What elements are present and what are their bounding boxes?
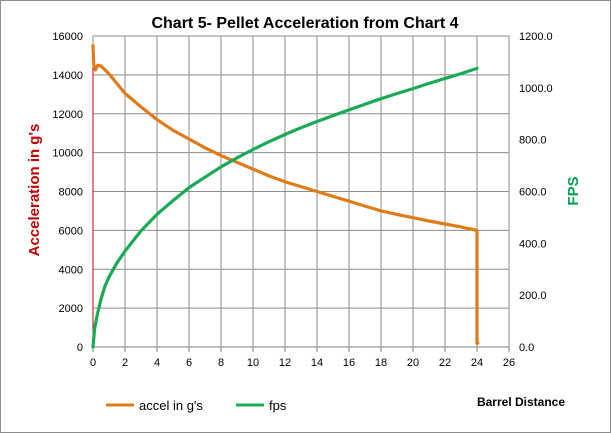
legend-label-fps: fps (269, 398, 287, 413)
x-tick-label: 26 (503, 357, 515, 369)
axes (92, 35, 510, 348)
y2-axis-ticks: 0.0 200.0 400.0 600.0 800.0 1000.0 1200.0 (519, 31, 553, 354)
x-tick-label: 14 (311, 357, 323, 369)
x-tick-label: 24 (471, 357, 483, 369)
x-tick-label: 10 (247, 357, 259, 369)
x-tick-label: 0 (90, 357, 96, 369)
y-axis-label: Acceleration in g's (26, 124, 43, 257)
y2-tick-label: 800.0 (519, 135, 547, 147)
y2-tick-label: 1200.0 (519, 31, 553, 43)
x-axis-ticks: 0 2 4 6 8 10 12 14 16 18 20 22 24 26 (90, 347, 515, 369)
x-tick-label: 8 (218, 357, 224, 369)
y-tick-label: 14000 (52, 70, 83, 82)
x-tick-label: 12 (279, 357, 291, 369)
y-tick-label: 8000 (59, 187, 83, 199)
y-tick-label: 4000 (59, 264, 83, 276)
y-tick-label: 10000 (52, 148, 83, 160)
x-tick-label: 16 (343, 357, 355, 369)
y2-tick-label: 600.0 (519, 187, 547, 199)
x-tick-label: 20 (407, 357, 419, 369)
y-tick-label: 12000 (52, 109, 83, 121)
x-tick-label: 22 (439, 357, 451, 369)
legend: accel in g's fps (106, 398, 287, 413)
series-lines (91, 44, 480, 349)
y-tick-label: 2000 (59, 303, 83, 315)
y-tick-label: 16000 (52, 31, 83, 43)
y2-tick-label: 0.0 (519, 342, 534, 354)
x-tick-label: 18 (375, 357, 387, 369)
legend-label-accel: accel in g's (139, 398, 203, 413)
y2-tick-label: 1000.0 (519, 83, 553, 95)
y-tick-label: 6000 (59, 225, 83, 237)
series-line-accel (91, 44, 480, 345)
y2-tick-label: 400.0 (519, 238, 547, 250)
x-tick-label: 2 (122, 357, 128, 369)
y-tick-label: 0 (77, 342, 83, 354)
series-line-fps (91, 66, 479, 349)
y-axis-ticks: 0 2000 4000 6000 8000 10000 12000 14000 16000 (52, 31, 83, 354)
chart-title: Chart 5- Pellet Acceleration from Chart … (151, 15, 458, 32)
x-tick-label: 6 (186, 357, 192, 369)
grid (92, 35, 510, 348)
y2-axis-label: FPS (565, 176, 582, 205)
y2-tick-label: 200.0 (519, 290, 547, 302)
x-axis-label: Barrel Distance (477, 395, 565, 409)
x-tick-label: 4 (154, 357, 160, 369)
